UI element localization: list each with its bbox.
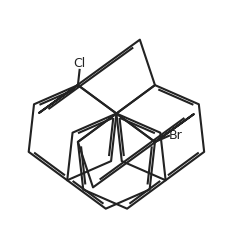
Text: Br: Br xyxy=(169,129,183,142)
Text: Cl: Cl xyxy=(74,57,86,70)
